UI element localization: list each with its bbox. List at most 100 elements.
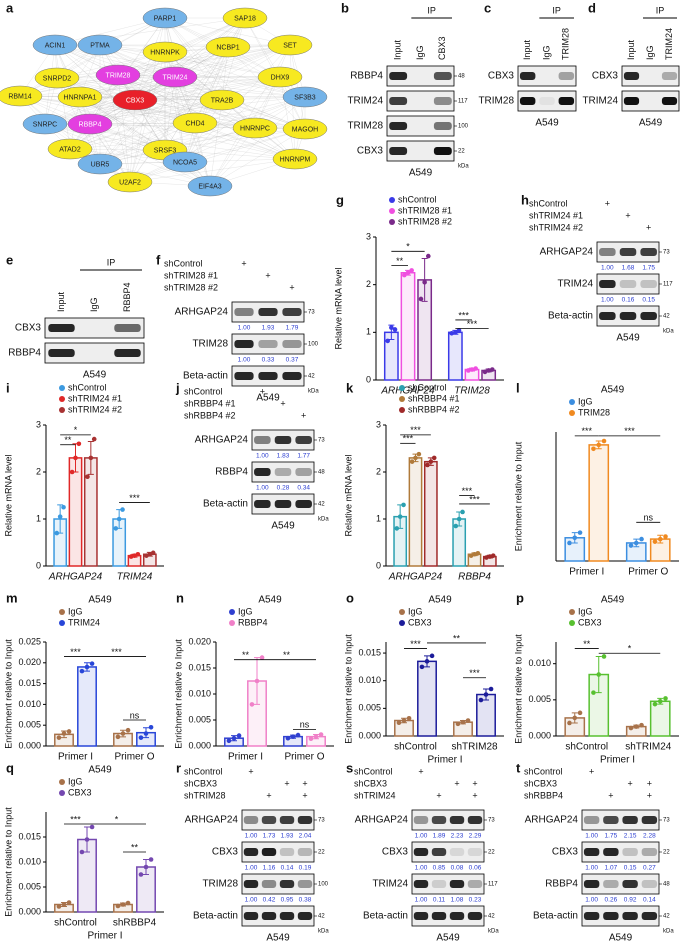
x-axis-label: Primer I — [600, 755, 635, 766]
edge — [44, 76, 176, 125]
chart-title: A549 — [88, 595, 112, 606]
condition-sign: + — [625, 210, 630, 220]
significance-label: *** — [410, 425, 421, 435]
ip-label: IP — [107, 257, 116, 267]
cell-line: A549 — [271, 521, 295, 532]
data-point — [69, 469, 75, 475]
condition-label: shRBBP4 — [524, 790, 563, 800]
edge — [134, 99, 306, 130]
row-label: ARHGAP24 — [540, 247, 594, 258]
row-label: RBBP4 — [350, 71, 383, 82]
row-label: CBX3 — [552, 847, 579, 858]
edge — [69, 122, 196, 150]
data-point — [143, 731, 149, 736]
x-tick-label: TRIM28 — [454, 386, 490, 397]
edge — [221, 17, 246, 101]
significance-label: ns — [300, 720, 310, 730]
edge — [79, 96, 166, 151]
data-point — [490, 553, 496, 558]
data-point — [460, 719, 466, 725]
data-point — [455, 721, 461, 727]
edge — [99, 76, 176, 165]
kda-label: 48 — [458, 74, 465, 80]
quant-label: 0.19 — [299, 865, 312, 872]
node — [57, 86, 103, 108]
y-tick-label: 0.015 — [358, 647, 381, 657]
y-tick-label: 0.005 — [188, 714, 211, 724]
data-point — [453, 330, 458, 335]
kda-label: 42 — [663, 314, 670, 320]
quant-label: 2.04 — [299, 833, 312, 840]
node-label: CBX3 — [126, 97, 144, 104]
cell-line: A549 — [616, 333, 640, 344]
edge — [164, 17, 256, 129]
data-point — [490, 367, 495, 372]
data-point — [236, 733, 242, 738]
data-point — [469, 367, 475, 372]
band — [274, 468, 292, 476]
data-point — [385, 338, 390, 344]
quant-label: 0.15 — [642, 297, 655, 304]
x-tick-label: Primer I — [228, 752, 263, 763]
significance-label: *** — [111, 647, 122, 657]
node-label: SNRPD2 — [43, 75, 72, 82]
edge — [279, 76, 296, 160]
band — [282, 340, 302, 348]
y-tick-label: 2 — [366, 279, 371, 289]
data-point — [135, 551, 141, 557]
edge — [209, 99, 223, 187]
data-point — [231, 735, 237, 741]
band — [261, 912, 277, 920]
condition-sign: + — [302, 790, 307, 800]
band — [467, 880, 483, 888]
quant-label: 1.79 — [286, 325, 299, 332]
edge — [164, 17, 291, 46]
band — [258, 372, 278, 380]
panel-letter: p — [516, 590, 524, 605]
band — [583, 912, 600, 920]
edge — [99, 44, 306, 130]
data-point — [148, 724, 154, 730]
row-label: CBX3 — [488, 71, 515, 82]
panel-letter: f — [156, 252, 161, 267]
significance-label: *** — [129, 493, 140, 503]
node — [107, 171, 153, 193]
data-point — [424, 659, 430, 664]
panel-letter: g — [336, 192, 344, 207]
chart-title: A549 — [601, 385, 625, 396]
y-axis-label: Enrichment relative to Input — [343, 634, 353, 744]
row-label: RBBP4 — [8, 348, 41, 359]
y-tick-label: 0 — [366, 374, 371, 384]
data-point — [392, 327, 398, 332]
quant-label: 0.11 — [433, 897, 446, 904]
row-label: RBBP4 — [215, 467, 248, 478]
row-label: RBBP4 — [545, 879, 578, 890]
quant-label: 2.15 — [624, 833, 637, 840]
edge — [54, 44, 176, 78]
node — [187, 175, 233, 197]
edge — [164, 51, 306, 98]
node-label: SET — [283, 42, 297, 49]
legend-label: IgG — [68, 776, 83, 786]
kda-label: 73 — [318, 818, 325, 824]
condition-sign: + — [418, 766, 423, 776]
node — [272, 148, 318, 170]
row-label: CBX3 — [592, 71, 619, 82]
y-tick-label: 0.005 — [18, 720, 41, 730]
node — [282, 118, 328, 140]
legend-marker — [59, 396, 65, 402]
quant-label: 1.83 — [277, 453, 290, 460]
y-axis-label: Relative mRNA level — [3, 454, 13, 536]
y-tick-label: 3 — [366, 231, 371, 241]
panel-letter: b — [341, 0, 349, 15]
band — [243, 848, 259, 856]
data-point — [79, 668, 85, 674]
legend-label: shRBBP4 #1 — [408, 393, 460, 403]
band — [583, 848, 600, 856]
lane-label: Input — [56, 291, 66, 312]
band — [449, 816, 465, 824]
band — [254, 436, 271, 444]
edge — [164, 17, 223, 101]
condition-label: shControl — [354, 766, 393, 776]
legend-marker — [399, 396, 405, 402]
